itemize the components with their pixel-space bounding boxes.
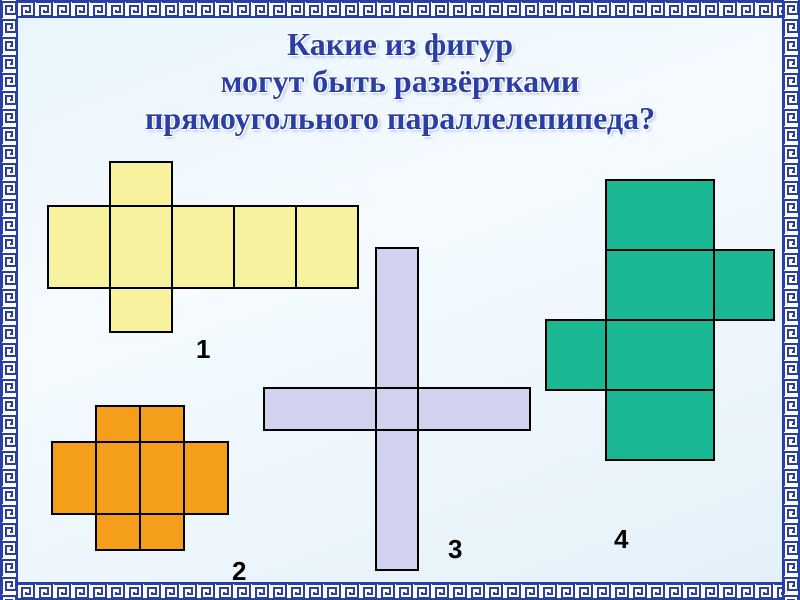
figures-layer [0,0,800,600]
slide-stage: Какие из фигур могут быть развёртками пр… [0,0,800,600]
figure-label-4: 4 [614,524,628,555]
figure-label-2: 2 [232,556,246,587]
figure-label-3: 3 [448,534,462,565]
figure-label-1: 1 [196,334,210,365]
